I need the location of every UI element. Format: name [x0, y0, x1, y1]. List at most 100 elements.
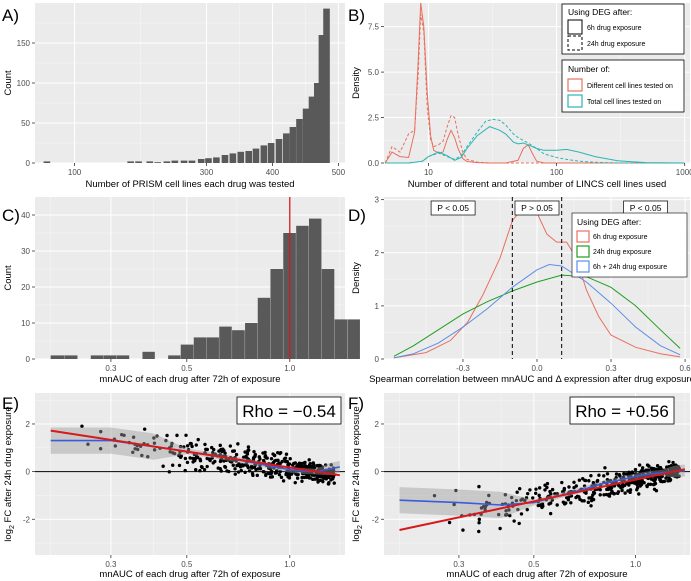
data-point	[477, 529, 481, 534]
y-tick-label: 100	[17, 79, 31, 88]
data-point	[205, 464, 209, 469]
data-point	[547, 502, 551, 506]
panel-d-xlabel: Spearman correlation between mnAUC and Δ…	[369, 374, 691, 385]
data-point	[605, 478, 610, 482]
density-line	[384, 13, 685, 164]
data-point	[503, 513, 508, 517]
histogram-bar	[163, 161, 171, 163]
histogram-bar	[142, 351, 155, 359]
data-point	[616, 490, 621, 494]
data-point	[584, 491, 588, 495]
density-line	[393, 204, 681, 359]
data-point	[589, 504, 593, 508]
x-tick-label: 0.5	[181, 364, 193, 373]
data-point	[531, 496, 535, 500]
histogram-bar	[188, 160, 196, 163]
data-point	[635, 486, 640, 490]
histogram-bar	[321, 269, 335, 359]
data-point	[200, 465, 204, 470]
data-point	[607, 494, 612, 498]
data-point	[131, 450, 135, 454]
data-point	[285, 459, 289, 464]
data-point	[512, 519, 516, 523]
panel-e-rho-box	[236, 396, 342, 425]
data-point	[329, 478, 333, 482]
data-point	[583, 478, 588, 483]
data-point	[327, 481, 331, 485]
data-point	[652, 487, 657, 491]
histogram-bar	[334, 319, 348, 359]
data-point	[623, 491, 627, 495]
data-point	[178, 455, 183, 459]
data-point	[152, 448, 157, 452]
histogram-bar	[205, 158, 212, 163]
data-point	[536, 503, 540, 508]
data-point	[525, 507, 529, 512]
data-point	[269, 456, 274, 461]
data-point	[620, 488, 624, 493]
histogram-bar	[171, 160, 179, 163]
y-tick-label: 0	[375, 468, 380, 477]
data-point	[610, 489, 614, 494]
x-tick-label: 0.3	[453, 560, 465, 569]
data-point	[672, 473, 676, 478]
data-point	[323, 476, 327, 480]
data-point	[582, 484, 587, 488]
data-point	[528, 488, 532, 492]
histogram-bar	[197, 159, 205, 163]
y-tick-label: 0.0	[368, 159, 380, 168]
data-point	[574, 484, 578, 488]
panel-c: C) 0.3 0.5 1.0 0 10 20 30 40 mnAUC of each drug…	[2, 197, 360, 385]
data-point	[113, 444, 118, 448]
data-point	[308, 465, 312, 470]
data-point	[640, 466, 645, 470]
data-point	[307, 458, 311, 462]
data-point	[295, 476, 300, 480]
data-point	[627, 470, 631, 475]
x-tick-label: 100	[550, 168, 564, 177]
data-point	[504, 509, 508, 513]
data-point	[172, 451, 177, 456]
data-point	[245, 452, 250, 456]
histogram-bar	[213, 157, 220, 163]
data-point	[182, 445, 186, 449]
histogram-bar	[229, 153, 237, 163]
panel-c-ylabel: Count	[3, 265, 14, 291]
data-point	[540, 505, 544, 510]
data-point	[233, 472, 237, 476]
histogram-bar	[283, 133, 290, 163]
panel-d-letter: D)	[348, 206, 366, 225]
p-value-label: P < 0.05	[437, 203, 469, 213]
data-point	[479, 506, 484, 510]
data-point	[233, 467, 237, 471]
histogram-bar	[116, 355, 130, 359]
panel-d-ylabel: Density	[351, 262, 362, 294]
data-point	[618, 474, 622, 478]
panel-f-xlabel: mnAUC of each drug after 72h of exposure	[446, 569, 627, 580]
ylabel-sub: 2	[357, 525, 364, 529]
histogram-bar	[318, 35, 326, 163]
data-point	[304, 475, 309, 479]
x-tick-label: 0.5	[528, 560, 540, 569]
data-point	[498, 526, 502, 531]
data-point	[577, 478, 582, 482]
x-tick-label: 1.0	[284, 560, 296, 569]
data-point	[662, 479, 667, 484]
data-point	[515, 490, 519, 494]
data-point	[555, 503, 559, 507]
data-point	[514, 498, 519, 503]
data-point	[318, 478, 323, 482]
histogram-bar	[219, 326, 232, 359]
histogram-bar	[275, 139, 283, 163]
data-point	[186, 447, 191, 452]
data-point	[252, 465, 257, 470]
data-point	[503, 493, 508, 497]
x-tick-label: 10	[424, 168, 433, 177]
data-point	[245, 456, 249, 460]
ylabel-log: log	[3, 529, 14, 542]
y-tick-label: 50	[21, 119, 30, 128]
data-point	[203, 442, 207, 447]
data-point	[484, 500, 489, 505]
p-value-box	[514, 200, 560, 216]
